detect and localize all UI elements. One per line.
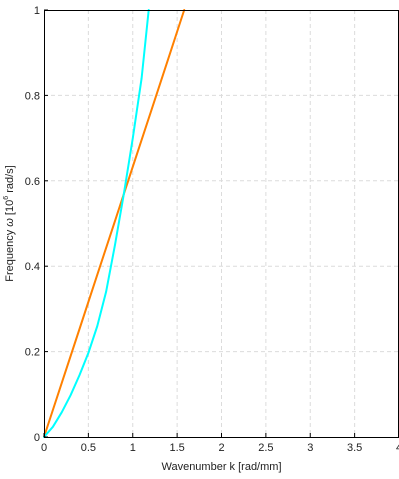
y-axis-label-prefix: Frequency [4, 227, 16, 282]
y-axis-label-symbol: ω [4, 218, 16, 227]
x-tick-label: 3 [307, 442, 313, 454]
y-tick-label: 0 [34, 432, 40, 444]
y-axis-label-unit: rad/s] [4, 165, 16, 196]
series-line-linear [43, 9, 186, 438]
x-tick-label: 0.5 [81, 442, 96, 454]
x-axis-label: Wavenumber k [rad/mm] [161, 461, 281, 473]
y-axis-label: Frequency ω [106 rad/s] [3, 165, 16, 281]
plot-area [43, 9, 186, 438]
y-tick-label: 0.6 [25, 176, 40, 188]
x-tick-label: 1.5 [169, 442, 184, 454]
y-axis-label-exponent: 6 [3, 196, 10, 200]
y-tick-label: 1 [34, 5, 40, 17]
x-tick-label: 1 [130, 442, 136, 454]
y-tick-label: 0.2 [25, 347, 40, 359]
x-tick-label: 2.5 [258, 442, 273, 454]
x-tick-label: 4 [396, 442, 399, 454]
y-tick-label: 0.4 [25, 261, 40, 273]
y-axis-label-open: [10 [4, 200, 16, 218]
axis-ticks [43, 9, 399, 438]
x-tick-labels: 0 0.5 1 1.5 2 2.5 3 3.5 4 [41, 442, 399, 454]
y-tick-labels: 0 0.2 0.4 0.6 0.8 1 [25, 5, 40, 444]
x-tick-label: 2 [218, 442, 224, 454]
x-tick-label: 3.5 [347, 442, 362, 454]
y-tick-label: 0.8 [25, 90, 40, 102]
grid [44, 10, 399, 437]
x-tick-label: 0 [41, 442, 47, 454]
series-line-curved [43, 9, 150, 438]
